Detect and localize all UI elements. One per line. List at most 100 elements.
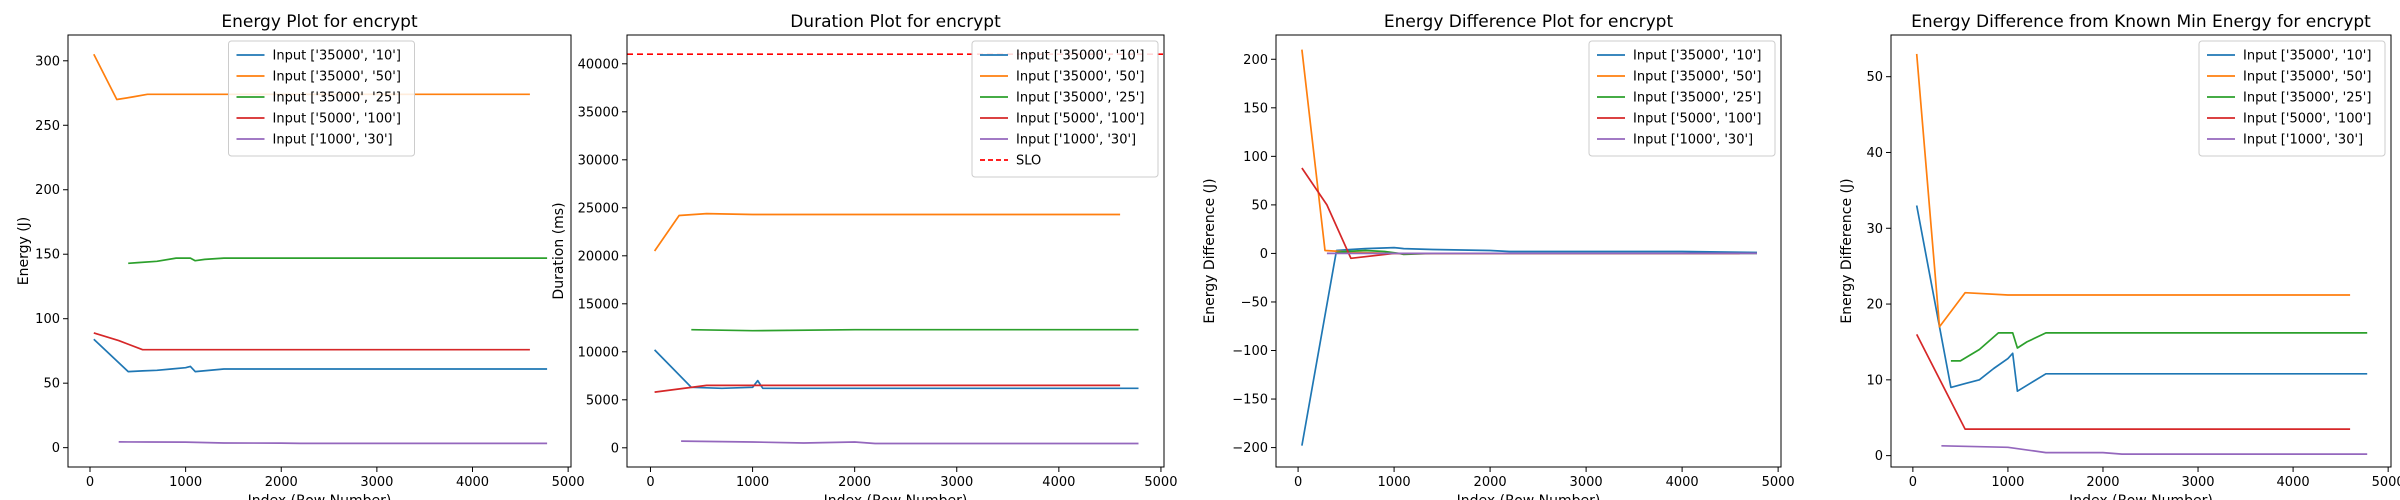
series-line-5 [118,441,548,445]
y-tick-label: 10000 [578,345,619,360]
x-tick-label: 5000 [552,475,585,490]
x-tick-label: 3000 [1570,475,1603,490]
y-tick-label: 0 [611,441,619,456]
legend: Input ['35000', '10'] Input ['35000', '50… [1588,40,1776,157]
x-tick-label: 3000 [940,475,973,490]
y-axis-label: Duration (ms) [551,202,567,299]
legend-label: Input ['35000', '25'] [1633,91,1761,106]
series-line-1 [93,338,548,373]
legend-box [971,40,1159,178]
y-tick-label: −200 [1232,441,1268,456]
chart-title: Energy Difference from Known Min Energy … [1911,12,2371,32]
legend-label: Input ['35000', '50'] [1633,70,1761,85]
y-axis-label: Energy Difference (J) [1202,178,1218,323]
legend-label: Input ['35000', '25'] [273,91,401,106]
x-tick-label: 2000 [838,475,871,490]
plot-area [1301,49,1758,446]
x-tick-label: 5000 [2372,475,2400,490]
x-tick-label: 1000 [169,475,202,490]
x-tick-label: 3000 [360,475,393,490]
series-line-3 [691,328,1139,332]
legend: Input ['35000', '10'] Input ['35000', '50… [2198,40,2386,157]
x-tick-label: 2000 [2086,475,2119,490]
legend-label: Input ['35000', '50'] [2243,70,2371,85]
legend-label: Input ['35000', '10'] [273,49,401,64]
chart-title: Duration Plot for encrypt [790,12,1001,32]
x-tick-label: 0 [1909,475,1917,490]
legend-label: Input ['35000', '10'] [1633,49,1761,64]
series-line-1 [1915,205,2368,393]
y-tick-label: 100 [35,312,60,327]
y-tick-label: 40000 [578,57,619,72]
y-tick-label: 150 [1243,101,1268,116]
y-tick-label: −50 [1241,295,1268,310]
y-tick-label: 40 [1866,146,1883,161]
legend-box [1588,40,1776,157]
legend-label: Input ['35000', '25'] [2243,91,2371,106]
y-tick-label: 35000 [578,105,619,120]
series-line-4 [93,332,530,351]
legend: Input ['35000', '10'] Input ['35000', '50… [228,40,415,157]
series-line-1 [653,349,1139,390]
series-line-2 [653,212,1121,252]
y-tick-label: 0 [52,441,60,456]
chart-panel-2: Duration Plot for encrypt 0 1000 2000 3000 40… [551,12,1177,500]
y-tick-label: 20000 [578,249,619,264]
series-line-4 [1301,167,1740,260]
legend-label: Input ['5000', '100'] [273,112,401,127]
x-tick-label: 4000 [2277,475,2310,490]
legend-box [2198,40,2386,157]
y-tick-label: 300 [35,54,60,69]
x-tick-label: 1000 [736,475,769,490]
x-axis-label: Index (Row Number) [1457,493,1601,500]
y-tick-label: 200 [35,183,60,198]
axes-frame [626,34,1165,468]
x-tick-label: 4000 [456,475,489,490]
y-tick-label: 0 [1875,449,1883,464]
y-tick-label: 25000 [578,201,619,216]
series-line-4 [1915,334,2351,430]
legend-label: Input ['1000', '30'] [2243,133,2363,148]
legend-label: Input ['35000', '25'] [1016,91,1144,106]
plot-area [1915,53,2368,455]
x-tick-label: 4000 [1042,475,1075,490]
y-tick-label: −150 [1232,393,1268,408]
x-axis-label: Index (Row Number) [824,493,968,500]
chart-title: Energy Difference Plot for encrypt [1384,12,1674,32]
y-tick-label: 50 [1866,70,1883,85]
series-line-1 [1301,246,1758,446]
legend-label: Input ['35000', '10'] [1016,49,1144,64]
legend-label: Input ['1000', '30'] [273,133,393,148]
y-tick-label: 200 [1243,53,1268,68]
legend-label: Input ['1000', '30'] [1633,133,1753,148]
x-tick-label: 4000 [1666,475,1699,490]
y-tick-label: 0 [1260,247,1268,262]
y-tick-label: 250 [35,119,60,134]
y-tick-label: 30000 [578,153,619,168]
y-axis-label: Energy (J) [16,217,32,286]
legend: Input ['35000', '10'] Input ['35000', '50… [971,40,1159,178]
x-tick-label: 0 [646,475,654,490]
series-line-2 [93,53,530,101]
axes-frame [1275,34,1782,468]
x-tick-label: 1000 [1378,475,1411,490]
legend-label: Input ['35000', '50'] [273,70,401,85]
y-tick-label: 15000 [578,297,619,312]
y-tick-label: −100 [1232,344,1268,359]
legend-label: Input ['1000', '30'] [1016,133,1136,148]
legend-label: Input ['35000', '10'] [2243,49,2371,64]
chart-panel-4: Energy Difference from Known Min Energy … [1839,12,2400,500]
legend-label: Input ['35000', '50'] [1016,70,1144,85]
series-line-4 [654,384,1121,393]
series-line-5 [681,440,1139,445]
plot-area [93,53,548,445]
x-tick-label: 0 [1294,475,1302,490]
y-tick-label: 10 [1866,373,1883,388]
legend-box [228,40,415,157]
legend-label: Input ['5000', '100'] [1633,112,1761,127]
x-axis-label: Index (Row Number) [2069,493,2213,500]
y-tick-label: 30 [1866,222,1883,237]
series-line-2 [1915,53,2351,328]
